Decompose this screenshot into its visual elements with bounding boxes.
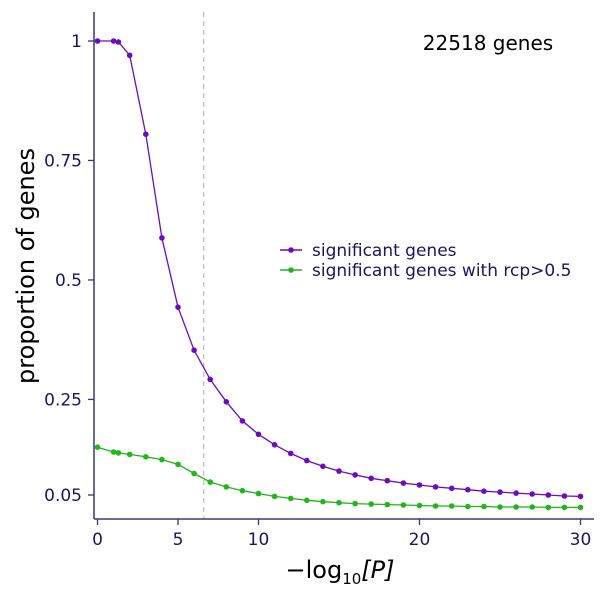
series-line bbox=[97, 446, 581, 509]
data-point bbox=[110, 449, 117, 455]
data-point bbox=[416, 482, 423, 488]
y-tick-label: 0.05 bbox=[44, 486, 82, 506]
x-ticks: 0 5 10 20 30 bbox=[92, 519, 591, 550]
data-point bbox=[115, 39, 122, 45]
data-point bbox=[577, 493, 584, 500]
legend-label-significant: significant genes bbox=[312, 241, 457, 261]
data-point bbox=[432, 503, 439, 509]
data-point bbox=[465, 503, 471, 510]
data-point bbox=[191, 470, 197, 477]
data-point bbox=[545, 504, 552, 511]
data-point bbox=[94, 444, 101, 451]
data-point bbox=[481, 488, 487, 495]
data-point bbox=[143, 454, 149, 460]
legend-label-rcp: significant genes with rcp>0.5 bbox=[312, 261, 571, 281]
data-point bbox=[529, 504, 535, 510]
legend-swatch-marker-significant bbox=[288, 247, 294, 253]
data-point bbox=[304, 497, 310, 504]
data-point bbox=[561, 493, 568, 499]
data-point bbox=[545, 492, 552, 498]
data-point bbox=[159, 456, 165, 463]
data-point bbox=[94, 38, 101, 44]
data-point bbox=[400, 480, 407, 486]
data-point bbox=[239, 487, 246, 494]
data-point bbox=[143, 131, 149, 137]
data-point bbox=[207, 376, 213, 383]
data-point bbox=[481, 503, 487, 510]
data-point bbox=[223, 399, 230, 405]
data-point bbox=[465, 486, 471, 493]
x-tick-label: 10 bbox=[248, 530, 270, 550]
data-point bbox=[384, 501, 391, 508]
data-point bbox=[126, 52, 133, 59]
data-point bbox=[115, 450, 122, 456]
data-point bbox=[336, 499, 342, 506]
y-ticks: 1 0.75 0.5 0.25 0.05 bbox=[44, 32, 94, 506]
data-point bbox=[126, 451, 133, 458]
x-tick-label: 5 bbox=[173, 530, 184, 550]
data-point bbox=[432, 484, 439, 490]
y-tick-label: 0.25 bbox=[44, 390, 82, 410]
data-point bbox=[207, 479, 213, 485]
y-tick-label: 0.75 bbox=[44, 151, 82, 171]
data-point bbox=[255, 490, 262, 497]
series-1 bbox=[94, 38, 584, 500]
data-point bbox=[287, 495, 294, 502]
data-point bbox=[110, 38, 117, 44]
y-axis-title: proportion of genes bbox=[12, 148, 40, 384]
data-point bbox=[191, 347, 197, 354]
x-axis-title-subscript: 10 bbox=[342, 570, 361, 588]
legend-swatch-marker-rcp bbox=[288, 267, 294, 273]
data-point bbox=[416, 502, 423, 509]
data-point bbox=[320, 463, 326, 470]
data-point bbox=[561, 504, 568, 511]
data-point bbox=[255, 431, 262, 438]
data-point bbox=[352, 500, 358, 507]
legend: significant genes significant genes with… bbox=[280, 241, 571, 281]
data-point bbox=[400, 502, 407, 508]
data-point bbox=[159, 235, 165, 241]
axes bbox=[93, 12, 594, 520]
data-point bbox=[384, 477, 391, 484]
data-point bbox=[448, 485, 455, 492]
x-tick-label: 30 bbox=[570, 530, 592, 550]
data-point bbox=[271, 493, 278, 500]
y-tick-label: 0.5 bbox=[55, 271, 82, 291]
x-axis-title-prefix: −log bbox=[286, 556, 343, 584]
chart-annotation: 22518 genes bbox=[423, 31, 553, 55]
data-point bbox=[368, 475, 375, 482]
data-point bbox=[497, 489, 503, 495]
data-point bbox=[304, 457, 310, 464]
data-point bbox=[287, 450, 294, 457]
data-point bbox=[223, 484, 230, 490]
data-point bbox=[239, 418, 246, 424]
data-point bbox=[529, 491, 535, 497]
x-tick-label: 0 bbox=[92, 530, 103, 550]
x-axis-title-argument: [P] bbox=[361, 556, 394, 584]
x-axis-title: −log10[P] bbox=[286, 556, 395, 588]
data-point bbox=[352, 472, 358, 478]
data-point bbox=[175, 304, 181, 311]
data-point bbox=[368, 501, 375, 507]
series-layer bbox=[94, 38, 584, 511]
data-point bbox=[271, 442, 278, 448]
series-2 bbox=[94, 444, 584, 511]
data-point bbox=[513, 504, 519, 510]
data-point bbox=[448, 503, 455, 509]
data-point bbox=[497, 504, 503, 510]
x-tick-label: 20 bbox=[409, 530, 431, 550]
data-point bbox=[175, 461, 181, 468]
y-tick-label: 1 bbox=[71, 32, 82, 52]
data-point bbox=[336, 468, 342, 474]
data-point bbox=[513, 490, 519, 496]
data-point bbox=[577, 504, 584, 511]
data-point bbox=[320, 498, 326, 505]
